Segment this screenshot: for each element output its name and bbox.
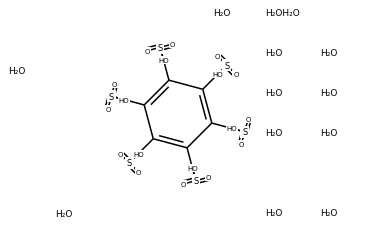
Text: O: O (105, 106, 110, 112)
Text: HO: HO (133, 151, 144, 157)
Text: H₂O: H₂O (320, 49, 337, 58)
Text: O: O (145, 49, 150, 55)
Text: HO: HO (158, 58, 169, 64)
Text: H₂O: H₂O (213, 9, 231, 18)
Text: O: O (117, 151, 123, 157)
Text: O: O (245, 117, 251, 123)
Text: H₂O: H₂O (320, 129, 337, 138)
Text: H₂O: H₂O (265, 129, 282, 138)
Text: H₂O: H₂O (265, 89, 282, 98)
Text: S: S (224, 61, 229, 70)
Text: H₂OH₂O: H₂OH₂O (265, 9, 300, 18)
Text: S: S (242, 128, 247, 137)
Text: H₂O: H₂O (320, 209, 337, 218)
Text: HO: HO (187, 165, 198, 171)
Text: HO: HO (227, 126, 237, 132)
Text: O: O (239, 142, 244, 148)
Text: O: O (215, 54, 220, 60)
Text: HO: HO (212, 72, 223, 78)
Text: HO: HO (118, 97, 129, 103)
Text: H₂O: H₂O (265, 209, 282, 218)
Text: O: O (136, 169, 141, 175)
Text: H₂O: H₂O (320, 89, 337, 98)
Text: H₂O: H₂O (8, 67, 26, 76)
Text: H₂O: H₂O (55, 210, 72, 219)
Text: S: S (193, 176, 199, 185)
Text: S: S (157, 44, 163, 53)
Text: O: O (112, 81, 117, 87)
Text: S: S (126, 159, 132, 167)
Text: S: S (109, 92, 114, 101)
Text: O: O (170, 42, 175, 48)
Text: O: O (233, 72, 239, 78)
Text: O: O (181, 181, 186, 187)
Text: H₂O: H₂O (265, 49, 282, 58)
Text: O: O (206, 175, 211, 180)
